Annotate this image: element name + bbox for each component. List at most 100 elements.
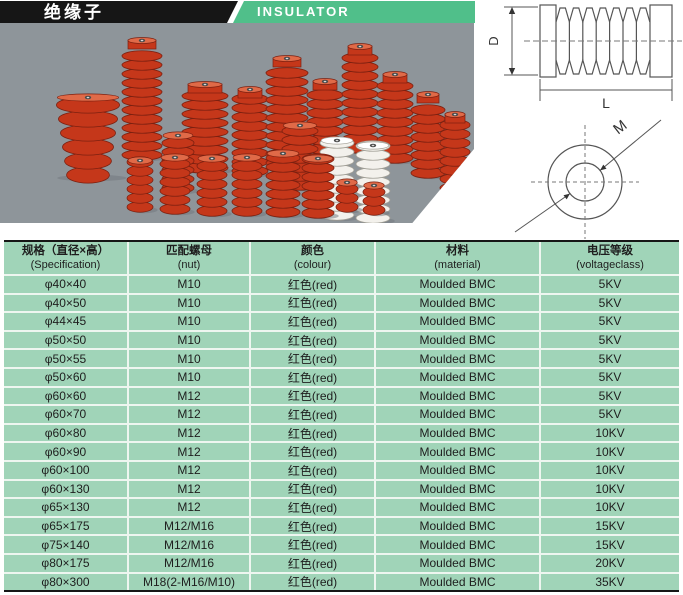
spec-cell: Moulded BMC — [374, 406, 539, 423]
spec-cell: 红色(red) — [249, 350, 374, 367]
spec-cell: 红色(red) — [249, 276, 374, 293]
spec-cell: 红色(red) — [249, 331, 374, 349]
spec-cell: M10 — [127, 368, 249, 386]
spec-cell: 红色(red) — [249, 517, 374, 535]
spec-cell: Moulded BMC — [374, 573, 539, 591]
spec-row: φ60×100 M12 红色(red) Moulded BMC 10KV — [4, 459, 679, 479]
spec-column-header: 材料 (material) — [374, 242, 539, 274]
spec-column-header: 颜色 (colour) — [249, 242, 374, 274]
red-insulator — [362, 181, 390, 217]
dimension-drawing-side-view: D L — [486, 4, 682, 111]
spec-cell: 红色(red) — [249, 368, 374, 386]
spec-row: φ80×300 M18(2-M16/M10) 红色(red) Moulded BMC 3… — [4, 571, 679, 591]
spec-header-row: 规格（直径×高） (Specification) 匹配螺母 (nut) 颜色 (colou… — [4, 242, 679, 274]
spec-cell: Moulded BMC — [374, 368, 539, 386]
spec-cell: φ50×60 — [44, 370, 87, 385]
spec-cell: Moulded BMC — [374, 499, 539, 516]
spec-cell: φ60×130 — [41, 481, 90, 496]
spec-cell: 红色(red) — [249, 406, 374, 423]
spec-row: φ60×60 M12 红色(red) Moulded BMC 5KV — [4, 385, 679, 405]
spec-cell: M10 — [127, 294, 249, 312]
spec-cell: M18(2-M16/M10) — [127, 573, 249, 591]
spec-cell: 红色(red) — [249, 461, 374, 479]
page-title-chinese: 绝缘子 — [44, 3, 104, 22]
red-insulator — [410, 91, 450, 180]
header-label-cn: 规格（直径×高） — [21, 245, 110, 258]
spec-cell: 5KV — [539, 368, 679, 386]
header-label-cn: 电压等级 — [587, 245, 633, 258]
spec-column-header: 电压等级 (voltageclass) — [539, 242, 679, 274]
spec-cell: 10KV — [539, 424, 679, 442]
spec-cell: M12/M16 — [127, 536, 249, 553]
insulators-photo-scene — [56, 37, 474, 223]
red-insulator — [265, 149, 305, 219]
thread-dimension — [514, 119, 662, 233]
spec-cell: M12 — [127, 499, 249, 516]
spec-cell: M10 — [127, 350, 249, 367]
spec-cell: M12 — [127, 443, 249, 460]
spec-cell: φ50×50 — [44, 333, 87, 348]
spec-cell: Moulded BMC — [374, 536, 539, 553]
page-title-english: INSULATOR — [257, 4, 350, 19]
spec-cell: φ60×80 — [44, 426, 87, 441]
spec-cell: Moulded BMC — [374, 443, 539, 460]
crosshair-centerlines — [531, 125, 639, 239]
spec-row: φ60×130 M12 红色(red) Moulded BMC 10KV — [4, 478, 679, 498]
spec-row: φ40×50 M10 红色(red) Moulded BMC 5KV — [4, 292, 679, 312]
header-label-en: (Specification) — [30, 258, 101, 271]
spec-row: φ60×70 M12 红色(red) Moulded BMC 5KV — [4, 404, 679, 423]
spec-row: φ60×90 M12 红色(red) Moulded BMC 10KV — [4, 441, 679, 460]
product-photo — [0, 23, 474, 223]
spec-cell: 红色(red) — [249, 554, 374, 572]
spec-cell: 红色(red) — [249, 536, 374, 553]
spec-cell: 红色(red) — [249, 424, 374, 442]
spec-cell: M12/M16 — [127, 554, 249, 572]
spec-cell: φ40×40 — [44, 277, 87, 292]
spec-row: φ75×140 M12/M16 红色(red) Moulded BMC 15KV — [4, 534, 679, 553]
spec-cell: φ44×45 — [44, 314, 87, 329]
red-insulator — [196, 154, 232, 218]
red-insulator — [126, 156, 158, 214]
thread-label: M — [610, 117, 630, 138]
spec-cell: Moulded BMC — [374, 461, 539, 479]
dimension-drawing-top-view: M — [514, 117, 662, 239]
spec-cell: Moulded BMC — [374, 554, 539, 572]
spec-cell: 10KV — [539, 461, 679, 479]
spec-cell: φ60×70 — [44, 407, 87, 422]
title-banner-black: 绝缘子 — [0, 1, 238, 23]
red-insulator — [335, 178, 363, 214]
spec-row: φ65×130 M12 红色(red) Moulded BMC 10KV — [4, 497, 679, 516]
spec-cell: M12 — [127, 406, 249, 423]
spec-cell: 红色(red) — [249, 313, 374, 330]
spec-cell: 红色(red) — [249, 499, 374, 516]
spec-cell: φ80×300 — [41, 574, 90, 589]
spec-cell: φ65×130 — [41, 500, 90, 515]
spec-cell: 5KV — [539, 276, 679, 293]
spec-cell: 10KV — [539, 443, 679, 460]
red-insulator — [159, 153, 195, 216]
spec-cell: M12 — [127, 424, 249, 442]
spec-cell: Moulded BMC — [374, 480, 539, 498]
spec-cell: Moulded BMC — [374, 313, 539, 330]
spec-cell: M12/M16 — [127, 517, 249, 535]
spec-cell: φ60×60 — [44, 388, 87, 403]
spec-cell: 5KV — [539, 313, 679, 330]
spec-row: φ65×175 M12/M16 红色(red) Moulded BMC 15KV — [4, 515, 679, 535]
header-label-en: (colour) — [293, 258, 332, 271]
spec-cell: φ60×90 — [44, 444, 87, 459]
spec-cell: φ65×175 — [41, 519, 90, 534]
spec-cell: 5KV — [539, 387, 679, 405]
spec-cell: 15KV — [539, 536, 679, 553]
header-label-cn: 材料 — [446, 245, 469, 258]
title-banner-green: INSULATOR — [233, 1, 475, 23]
length-label: L — [602, 95, 610, 111]
spec-column-header: 匹配螺母 (nut) — [127, 242, 249, 274]
spec-row: φ44×45 M10 红色(red) Moulded BMC 5KV — [4, 311, 679, 330]
header-label-cn: 匹配螺母 — [166, 245, 212, 258]
spec-cell: 红色(red) — [249, 573, 374, 591]
spec-cell: Moulded BMC — [374, 294, 539, 312]
spec-cell: φ80×175 — [41, 556, 90, 571]
header-label-cn: 颜色 — [301, 245, 324, 258]
spec-cell: Moulded BMC — [374, 517, 539, 535]
spec-cell: 红色(red) — [249, 387, 374, 405]
